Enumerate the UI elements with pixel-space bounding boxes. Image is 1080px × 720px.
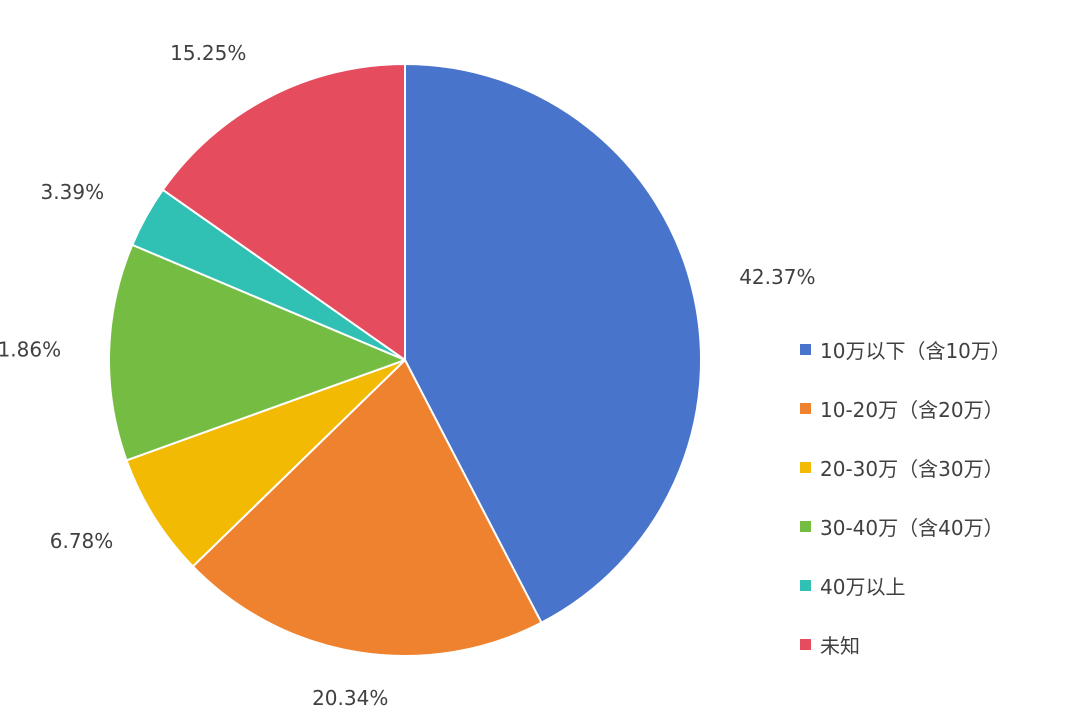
legend-label-0: 10万以下（含10万）: [820, 338, 1011, 363]
legend-item-3: 30-40万（含40万）: [800, 511, 1011, 541]
legend-item-0: 10万以下（含10万）: [800, 334, 1011, 364]
legend-label-4: 40万以上: [820, 574, 906, 599]
legend-item-2: 20-30万（含30万）: [800, 452, 1011, 482]
legend-label-2: 20-30万（含30万）: [820, 456, 1004, 481]
chart-legend: 10万以下（含10万） 10-20万（含20万） 20-30万（含30万） 30…: [800, 334, 1011, 688]
data-label-3: 11.86%: [0, 337, 61, 361]
pie-slice-2: [125, 359, 406, 568]
pie-slice-3: [108, 243, 406, 462]
legend-item-4: 40万以上: [800, 570, 1011, 600]
legend-swatch-2: [800, 461, 811, 473]
pie-slice-1: [191, 359, 543, 657]
legend-swatch-4: [800, 579, 811, 591]
data-label-4: 3.39%: [41, 180, 105, 204]
data-label-0: 42.37%: [739, 265, 815, 289]
legend-swatch-0: [800, 343, 811, 355]
data-label-1: 20.34%: [312, 686, 388, 710]
pie-slice-5: [161, 63, 406, 361]
legend-swatch-5: [800, 638, 811, 650]
data-label-5: 15.25%: [170, 41, 246, 65]
pie-slices: [108, 63, 702, 657]
pie-data-labels: 42.37% 20.34% 6.78% 11.86% 3.39% 15.25%: [0, 41, 815, 710]
legend-label-1: 10-20万（含20万）: [820, 397, 1004, 422]
legend-item-1: 10-20万（含20万）: [800, 393, 1011, 423]
legend-swatch-1: [800, 402, 811, 414]
pie-slice-0: [404, 63, 702, 624]
legend-swatch-3: [800, 520, 811, 532]
data-label-2: 6.78%: [50, 529, 114, 553]
legend-label-5: 未知: [820, 633, 860, 658]
legend-item-5: 未知: [800, 629, 1011, 659]
legend-label-3: 30-40万（含40万）: [820, 515, 1004, 540]
